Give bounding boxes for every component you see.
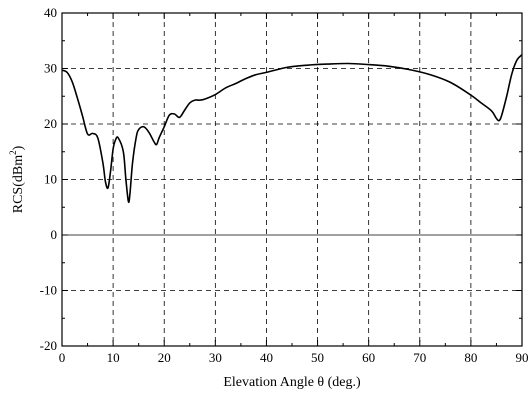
x-tick-label: 20: [158, 350, 171, 365]
y-axis-title-main: RCS(dBm: [11, 155, 26, 213]
y-tick-label: 0: [51, 227, 58, 242]
x-tick-label: 50: [311, 350, 324, 365]
grid: [62, 13, 522, 346]
series-layer: [61, 54, 523, 204]
rcs-series-line: [61, 54, 523, 204]
y-tick-label: 30: [44, 61, 57, 76]
y-tick-label: 20: [44, 116, 57, 131]
x-tick-label: 0: [59, 350, 66, 365]
x-axis-title: Elevation Angle θ (deg.): [223, 375, 361, 390]
y-axis-title-close: ): [11, 145, 26, 150]
y-tick-label: -10: [40, 283, 57, 298]
y-tick-label: 40: [44, 5, 57, 20]
x-tick-label: 40: [260, 350, 273, 365]
y-tick-label: -20: [40, 338, 57, 353]
y-tick-label: 10: [44, 172, 57, 187]
axes: [61, 12, 523, 347]
tick-labels: 0 10 20 30 40 50 60 70 80 90 -20 -10 0 10 20 30 40: [40, 5, 529, 365]
x-tick-label: 80: [464, 350, 477, 365]
x-tick-label: 70: [413, 350, 426, 365]
y-axis-title-superscript: 2: [8, 150, 18, 155]
x-tick-label: 90: [516, 350, 529, 365]
x-tick-label: 30: [209, 350, 222, 365]
x-tick-label: 10: [107, 350, 120, 365]
x-tick-label: 60: [362, 350, 375, 365]
y-axis-title: RCS(dBm2): [8, 145, 26, 213]
